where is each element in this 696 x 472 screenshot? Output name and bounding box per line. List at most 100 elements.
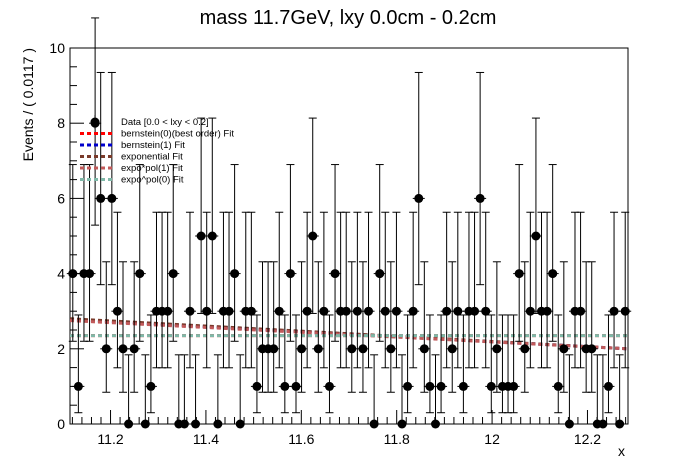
data-point xyxy=(150,211,163,369)
data-point xyxy=(83,164,96,342)
data-point xyxy=(301,211,314,369)
data-point xyxy=(122,354,135,429)
data-point xyxy=(351,211,364,369)
data-point xyxy=(306,117,319,314)
data-point xyxy=(429,354,442,429)
data-point xyxy=(574,211,587,369)
data-point xyxy=(585,261,598,393)
data-point xyxy=(490,261,503,393)
data-point xyxy=(72,314,85,414)
data-point xyxy=(239,211,252,369)
data-point xyxy=(156,211,169,369)
y-tick-label: 4 xyxy=(57,266,65,282)
data-point xyxy=(485,314,498,414)
fit-curve-3 xyxy=(69,317,629,351)
data-point xyxy=(368,354,381,429)
data-point xyxy=(323,314,336,414)
data-point xyxy=(435,314,448,414)
data-point xyxy=(580,261,593,393)
data-point xyxy=(167,164,180,342)
x-axis-label: x xyxy=(618,443,625,459)
data-point xyxy=(189,354,202,429)
data-point xyxy=(568,211,581,369)
data-point xyxy=(317,211,330,369)
data-point xyxy=(362,211,375,369)
y-tick-label: 8 xyxy=(57,115,65,131)
data-point xyxy=(217,211,230,369)
data-point xyxy=(295,261,308,393)
data-point xyxy=(552,314,565,414)
data-point xyxy=(117,261,130,393)
data-point xyxy=(262,261,275,393)
fit-curve-2 xyxy=(69,317,629,351)
data-point xyxy=(345,261,358,393)
data-point xyxy=(195,117,208,314)
legend-label: expo*pol(1) Fit xyxy=(121,163,183,174)
data-point xyxy=(390,211,403,369)
data-point xyxy=(396,354,409,429)
legend-label: exponential Fit xyxy=(121,152,183,163)
data-point xyxy=(496,314,509,414)
fit-curve-4 xyxy=(69,319,629,351)
data-point xyxy=(529,117,542,314)
data-point xyxy=(100,261,113,393)
data-point xyxy=(557,261,570,393)
data-point xyxy=(407,211,420,369)
y-axis: 0 2 4 6 8 10 xyxy=(49,40,84,432)
data-point xyxy=(228,164,241,342)
data-point xyxy=(423,314,436,414)
data-point xyxy=(401,314,414,414)
legend-entry: bernstein(0)(best order) Fit xyxy=(80,129,234,140)
data-point xyxy=(451,211,464,369)
legend-label: expo^pol(0) Fit xyxy=(121,175,184,186)
y-tick-label: 10 xyxy=(49,40,65,56)
data-point xyxy=(139,354,152,429)
data-point xyxy=(619,211,632,369)
data-point xyxy=(234,354,247,429)
data-point xyxy=(412,71,425,286)
x-tick-label: 11.4 xyxy=(193,431,219,447)
data-point xyxy=(596,354,609,429)
data-point xyxy=(513,164,526,342)
data-point xyxy=(457,314,470,414)
data-point xyxy=(94,71,107,286)
legend-entry: exponential Fit xyxy=(80,152,183,163)
data-point xyxy=(446,261,459,393)
x-tick-label: 11.8 xyxy=(384,431,410,447)
data-point xyxy=(66,164,79,342)
legend: Data [0.0 < lxy < 0.2]bernstein(0)(best … xyxy=(80,115,234,186)
data-point xyxy=(462,211,475,369)
data-point xyxy=(518,261,531,393)
data-point xyxy=(608,211,621,369)
x-tick-label: 12.2 xyxy=(574,431,601,447)
data-points xyxy=(66,17,632,429)
x-axis: 11.2 11.4 11.6 11.8 12 12.2 xyxy=(71,410,627,447)
data-point xyxy=(223,211,236,369)
data-point xyxy=(245,211,258,369)
data-point xyxy=(289,314,302,414)
data-point xyxy=(178,354,191,429)
data-point xyxy=(546,164,559,342)
y-tick-label: 2 xyxy=(57,341,65,357)
data-point xyxy=(468,211,481,369)
legend-label: bernstein(1) Fit xyxy=(121,140,185,151)
y-tick-label: 6 xyxy=(57,190,65,206)
data-point xyxy=(211,354,224,429)
legend-entry: expo^pol(0) Fit xyxy=(80,175,184,186)
data-point xyxy=(479,211,492,369)
data-point xyxy=(474,71,487,286)
data-point xyxy=(172,354,185,429)
y-axis-label: Events / ( 0.0117 ) xyxy=(20,48,36,161)
data-point xyxy=(379,211,392,369)
x-tick-label: 11.2 xyxy=(97,431,123,447)
x-tick-label: 11.6 xyxy=(288,431,314,447)
legend-label: Data [0.0 < lxy < 0.2] xyxy=(121,117,209,128)
data-point xyxy=(334,211,347,369)
data-point xyxy=(278,314,291,414)
data-point xyxy=(384,261,397,393)
data-point xyxy=(563,354,576,429)
data-point xyxy=(267,261,280,393)
data-point xyxy=(161,211,174,369)
data-point xyxy=(356,261,369,393)
